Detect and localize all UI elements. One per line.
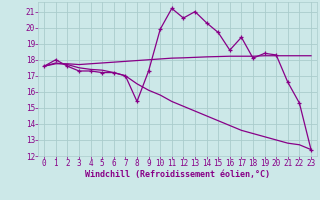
X-axis label: Windchill (Refroidissement éolien,°C): Windchill (Refroidissement éolien,°C) bbox=[85, 170, 270, 179]
